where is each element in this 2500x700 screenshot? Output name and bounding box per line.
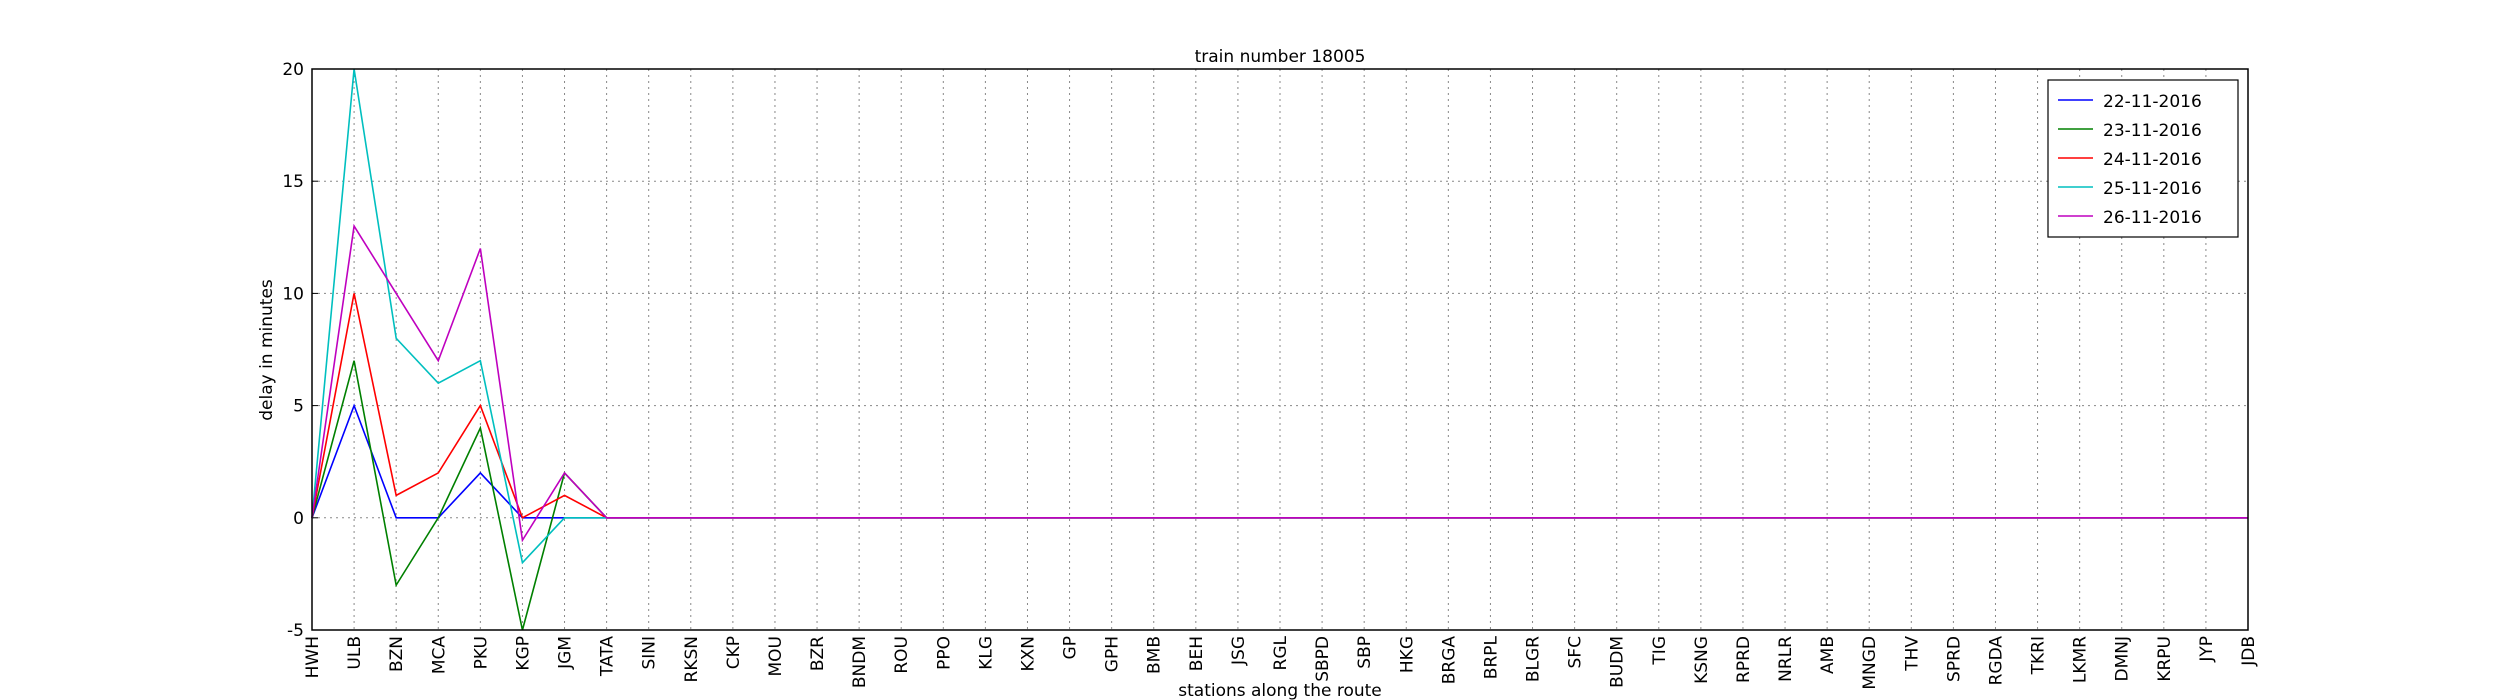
x-tick-label: THV [1902,636,1922,672]
y-tick-label: -5 [287,621,304,641]
x-tick-label: DMNJ [2113,636,2133,682]
legend-label: 23-11-2016 [2103,121,2202,141]
x-tick-label: ROU [892,636,912,674]
x-tick-label: TATA [598,636,618,677]
x-tick-label: SFC [1566,636,1586,668]
x-tick-label: PKU [471,636,491,669]
x-tick-label: TKRI [2029,636,2049,675]
series-line [311,223,2248,543]
x-tick-label: JSG [1229,636,1249,666]
x-tick-label: MCA [429,636,449,675]
x-tick-label: BUDM [1608,636,1628,688]
x-tick-label: BRPL [1481,635,1501,679]
y-tick-label: 10 [282,284,304,304]
x-tick-label: SINI [640,636,660,670]
x-tick-label: KLG [976,636,996,670]
x-tick-label: BLGR [1524,636,1544,682]
x-tick-label: MOU [766,636,786,677]
y-tick-label: 20 [282,60,304,80]
x-tick-label: CKP [724,636,744,669]
x-tick-label: AMB [1818,636,1838,674]
x-tick-label: HWH [303,636,323,678]
series-line [311,403,2248,519]
x-tick-label: KRPU [2155,636,2175,682]
x-tick-label: BZN [387,636,407,672]
x-tick-label: JGM [556,636,576,670]
legend: 22-11-2016 23-11-2016 24-11-2016 25-11-2016… [2047,79,2239,238]
y-tick-label: 5 [293,397,304,417]
x-tick-label: ULB [345,636,365,670]
y-axis-label: delay in minutes [257,279,277,421]
x-tick-label: RGL [1271,635,1291,670]
legend-label: 24-11-2016 [2103,150,2202,170]
x-tick-label: SBP [1355,636,1375,669]
x-tick-label: BRGA [1439,636,1459,685]
x-tick-label: RGDA [1986,636,2006,686]
x-tick-label: NRLR [1776,636,1796,682]
x-axis-label: stations along the route [1178,681,1382,700]
plot-frame [311,68,2249,631]
x-tick-label: RPRD [1734,636,1754,683]
x-tick-label: MNGD [1860,636,1880,690]
x-tick-label: RKSN [682,636,702,682]
x-tick-label: BNDM [850,636,870,688]
legend-label: 26-11-2016 [2103,208,2202,228]
x-tick-label: JDB [2239,636,2259,667]
x-tick-label: LKMR [2071,636,2091,683]
legend-label: 25-11-2016 [2103,179,2202,199]
x-tick-label: TIG [1650,636,1670,666]
x-tick-label: BZR [808,636,828,671]
x-tick-label: SPRD [1944,636,1964,682]
x-tick-label: HKG [1397,636,1417,673]
x-tick-label: GPH [1103,636,1123,672]
y-tick-label: 0 [293,509,304,529]
chart-title: train number 18005 [1195,47,1366,67]
y-tick-label: 15 [282,172,304,192]
x-tick-label: BEH [1187,636,1207,671]
x-tick-label: PPO [934,636,954,670]
x-tick-label: KGP [513,636,533,671]
x-tick-label: KSNG [1692,636,1712,684]
x-tick-label: KXN [1018,636,1038,672]
x-tick-label: GP [1061,636,1081,659]
x-tick-label: JYP [2197,636,2217,663]
legend-label: 22-11-2016 [2103,92,2202,112]
x-tick-label: BMB [1145,636,1165,674]
x-tick-label: SBPD [1313,636,1333,682]
